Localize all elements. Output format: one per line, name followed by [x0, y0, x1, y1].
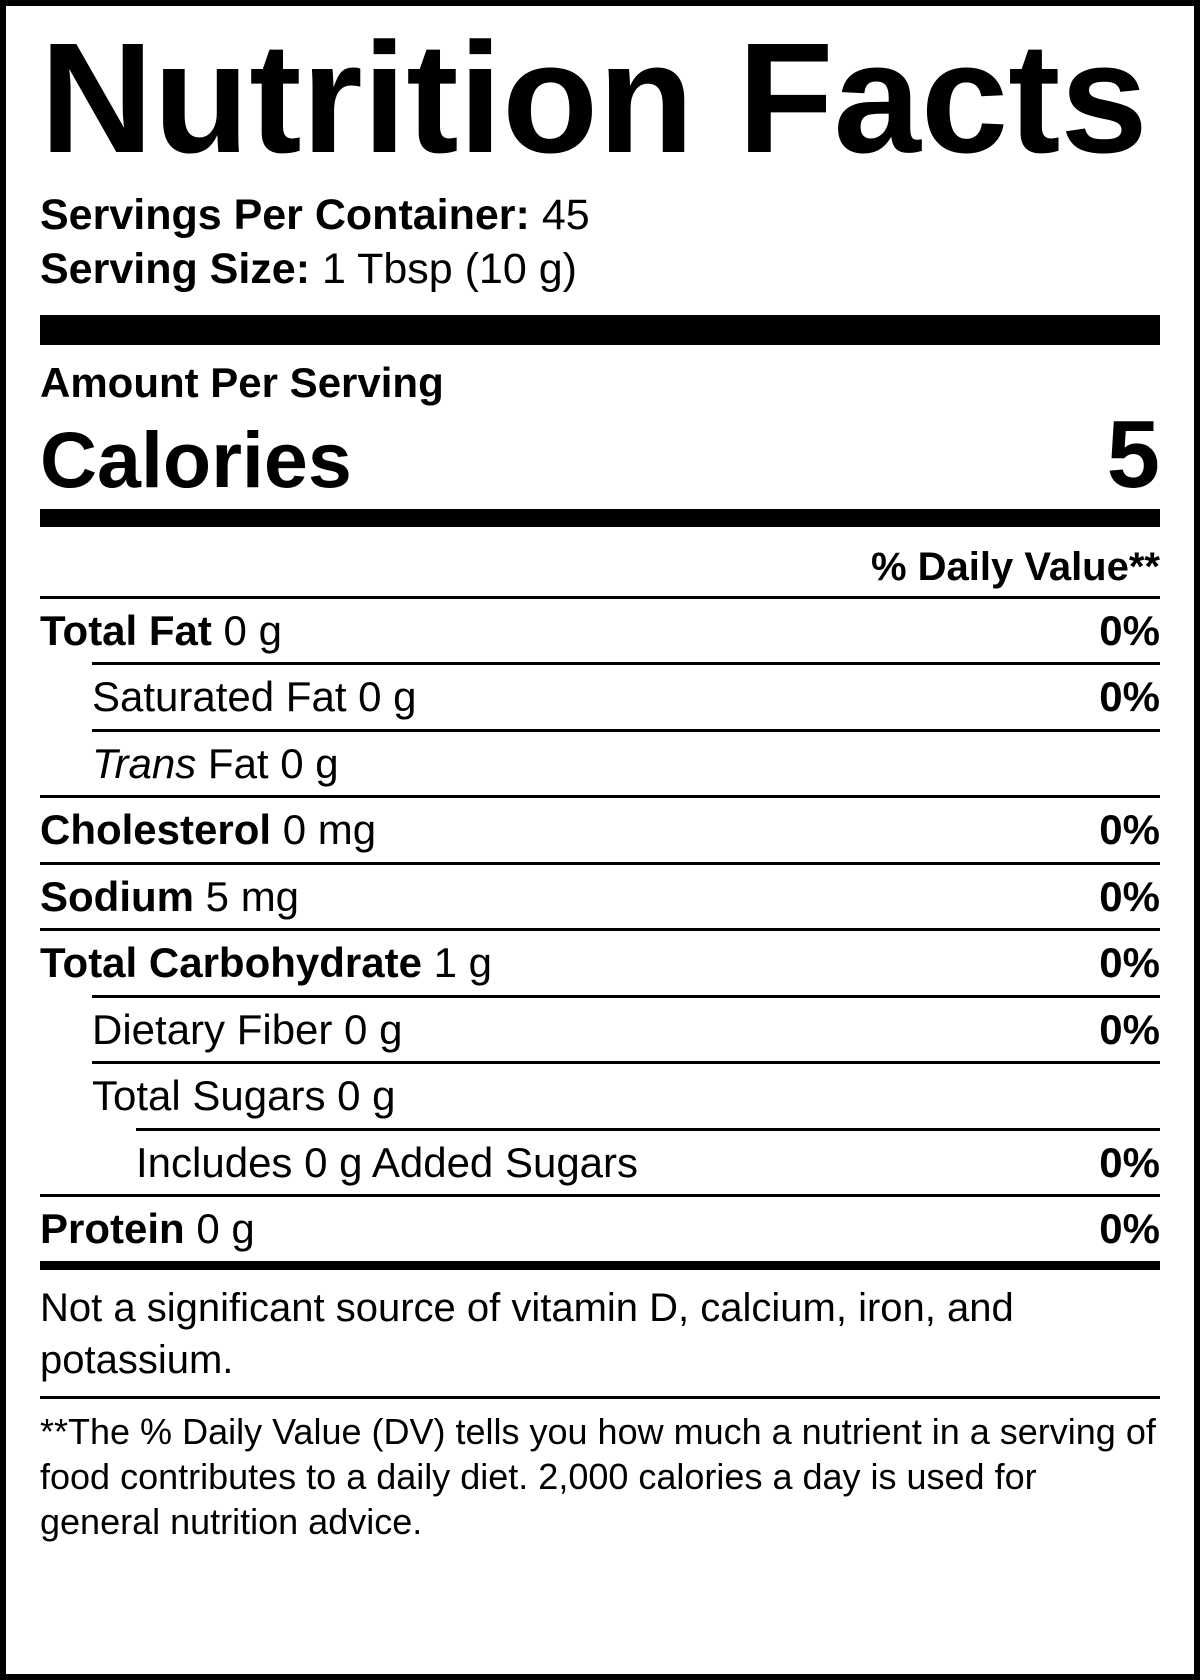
sodium-label: Sodium [40, 873, 194, 920]
protein-amount: 0 g [185, 1205, 255, 1252]
total-fat-dv: 0% [1099, 605, 1160, 658]
cholesterol-dv: 0% [1099, 804, 1160, 857]
total-carb-row: Total Carbohydrate 1 g 0% [40, 931, 1160, 995]
cholesterol-row: Cholesterol 0 mg 0% [40, 798, 1160, 862]
total-sugars-label: Total Sugars 0 g [92, 1070, 396, 1123]
calories-label: Calories [40, 419, 352, 502]
added-sugars-label: Includes 0 g Added Sugars [136, 1137, 638, 1190]
fiber-dv: 0% [1099, 1004, 1160, 1057]
total-sugars-row: Total Sugars 0 g [40, 1064, 1160, 1128]
divider-thick [40, 315, 1160, 345]
trans-fat-rest: Fat 0 g [196, 740, 338, 787]
fiber-row: Dietary Fiber 0 g 0% [40, 998, 1160, 1062]
servings-per-container-line: Servings Per Container: 45 [40, 189, 1160, 243]
daily-value-footnote: **The % Daily Value (DV) tells you how m… [40, 1399, 1160, 1544]
servings-per-container-label: Servings Per Container: [40, 191, 530, 239]
added-sugars-row: Includes 0 g Added Sugars 0% [40, 1131, 1160, 1195]
fiber-label: Dietary Fiber 0 g [92, 1004, 402, 1057]
divider-thin [40, 1261, 1160, 1270]
added-sugars-dv: 0% [1099, 1137, 1160, 1190]
protein-label: Protein [40, 1205, 185, 1252]
saturated-fat-row: Saturated Fat 0 g 0% [40, 665, 1160, 729]
percent-daily-value-header: % Daily Value** [40, 527, 1160, 596]
protein-row: Protein 0 g 0% [40, 1197, 1160, 1261]
amount-per-serving-label: Amount Per Serving [40, 345, 1160, 407]
nutrition-facts-label: Nutrition Facts Servings Per Container: … [0, 0, 1200, 1680]
total-fat-row: Total Fat 0 g 0% [40, 599, 1160, 663]
sodium-row: Sodium 5 mg 0% [40, 865, 1160, 929]
servings-per-container-value: 45 [530, 191, 590, 239]
servings-block: Servings Per Container: 45 Serving Size:… [40, 189, 1160, 315]
saturated-fat-dv: 0% [1099, 671, 1160, 724]
not-significant-text: Not a significant source of vitamin D, c… [40, 1270, 1160, 1396]
total-fat-amount: 0 g [212, 607, 282, 654]
serving-size-value: 1 Tbsp (10 g) [310, 245, 577, 293]
total-fat-label: Total Fat [40, 607, 212, 654]
calories-row: Calories 5 [40, 407, 1160, 509]
cholesterol-amount: 0 mg [271, 806, 376, 853]
trans-fat-row: Trans Fat 0 g [40, 732, 1160, 796]
total-carb-amount: 1 g [422, 939, 492, 986]
serving-size-line: Serving Size: 1 Tbsp (10 g) [40, 243, 1160, 297]
title: Nutrition Facts [40, 20, 1160, 177]
sodium-dv: 0% [1099, 871, 1160, 924]
total-carb-label: Total Carbohydrate [40, 939, 422, 986]
divider-med [40, 509, 1160, 527]
trans-fat-italic: Trans [92, 740, 196, 787]
sodium-amount: 5 mg [194, 873, 299, 920]
serving-size-label: Serving Size: [40, 245, 310, 293]
protein-dv: 0% [1099, 1203, 1160, 1256]
saturated-fat-label: Saturated Fat 0 g [92, 671, 417, 724]
total-carb-dv: 0% [1099, 937, 1160, 990]
cholesterol-label: Cholesterol [40, 806, 271, 853]
calories-value: 5 [1107, 407, 1160, 503]
